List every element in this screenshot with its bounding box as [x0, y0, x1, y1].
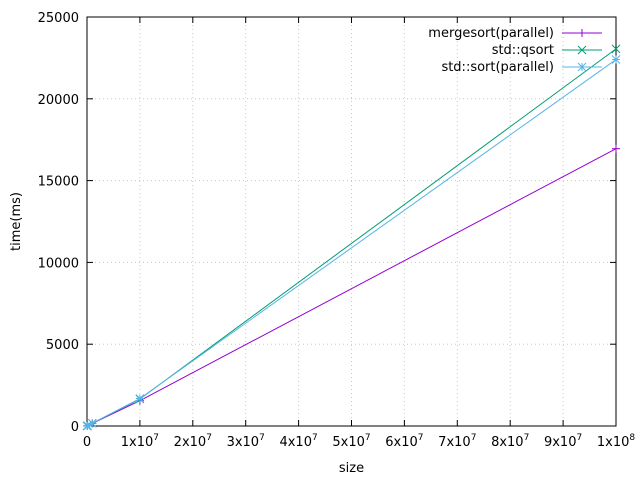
series-0	[83, 144, 620, 430]
legend-label: std::qsort	[492, 43, 554, 58]
legend-item: mergesort(parallel)	[428, 26, 602, 41]
legend-label: mergesort(parallel)	[428, 26, 554, 41]
x-tick-label: 5x107	[332, 433, 370, 450]
x-tick-label: 4x107	[279, 433, 317, 450]
series-2	[82, 55, 621, 431]
data-point	[578, 29, 586, 37]
data-point	[611, 55, 621, 64]
data-point	[135, 394, 145, 403]
x-tick-label: 7x107	[438, 433, 476, 450]
x-tick-label: 0	[83, 435, 91, 450]
y-tick-label: 25000	[38, 11, 79, 26]
data-point	[577, 62, 587, 72]
x-tick-label: 3x107	[227, 433, 265, 450]
x-tick-label: 1x108	[597, 433, 636, 450]
y-axis-title: time(ms)	[9, 192, 24, 251]
plot-border	[86, 16, 617, 427]
y-tick-label: 15000	[38, 175, 79, 190]
data-point	[87, 418, 97, 428]
legend: mergesort(parallel)std::qsortstd::sort(p…	[428, 26, 602, 75]
y-tick-label: 5000	[46, 338, 79, 353]
x-tick-label: 6x107	[385, 433, 423, 450]
data-point	[611, 44, 621, 54]
y-axis: 0 5000 10000 15000 20000 25000	[38, 11, 616, 435]
legend-item: std::qsort	[492, 43, 602, 58]
x-tick-label: 9x107	[544, 433, 582, 450]
series-group	[82, 44, 621, 431]
x-axis: 0 1x107 2x107 3x107 4x107 5x107 6x107 7x107 8x10…	[83, 17, 636, 450]
series-line	[86, 59, 617, 427]
data-point	[612, 144, 620, 153]
y-tick-label: 10000	[38, 256, 79, 271]
x-tick-label: 2x107	[174, 433, 212, 450]
data-point	[577, 45, 587, 55]
y-tick-label: 0	[71, 420, 79, 435]
grid-lines	[87, 17, 616, 426]
x-tick-label: 1x107	[121, 433, 159, 450]
series-line	[86, 148, 617, 427]
y-tick-label: 20000	[38, 93, 79, 108]
x-tick-label: 8x107	[491, 433, 529, 450]
legend-label: std::sort(parallel)	[441, 60, 554, 75]
x-axis-title: size	[339, 461, 364, 476]
legend-item: std::sort(parallel)	[441, 60, 602, 75]
